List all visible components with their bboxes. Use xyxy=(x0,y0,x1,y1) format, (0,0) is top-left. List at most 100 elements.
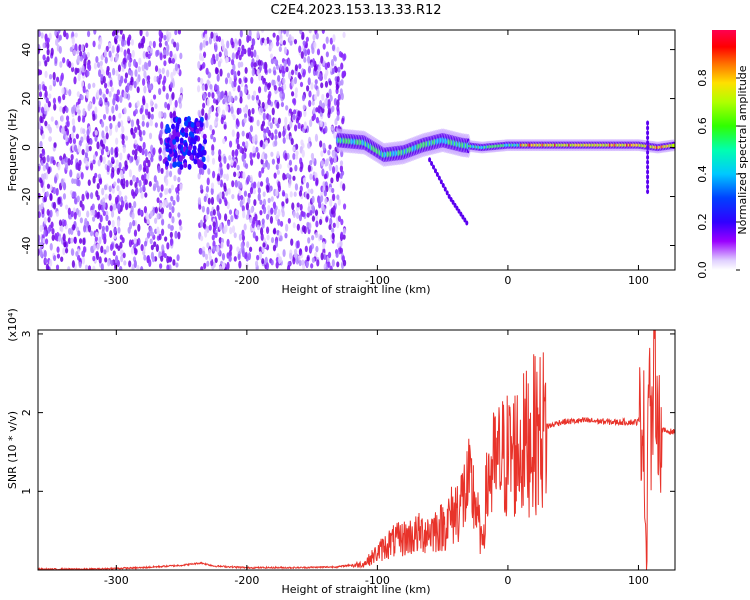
heatmap-cell xyxy=(236,171,240,177)
heatmap-cell xyxy=(123,107,127,115)
heatmap-cell xyxy=(336,75,340,83)
heatmap-cell xyxy=(82,108,86,117)
heatmap-cell xyxy=(168,256,172,263)
heatmap-cell xyxy=(310,62,314,68)
heatmap-cell xyxy=(206,260,210,267)
heatmap-cell xyxy=(238,107,242,114)
heatmap-cell xyxy=(100,245,104,254)
heatmap-cell xyxy=(430,160,434,166)
heatmap-cell xyxy=(314,209,319,217)
heatmap-cell xyxy=(179,52,183,60)
x-tick-label: -100 xyxy=(365,574,390,587)
heatmap-cell xyxy=(330,125,334,131)
heatmap-cell xyxy=(121,200,125,208)
heatmap-cell xyxy=(134,148,138,156)
heatmap-cell xyxy=(267,205,271,211)
heatmap-cell xyxy=(266,36,270,45)
heatmap-cell xyxy=(215,99,219,106)
heatmap-cell xyxy=(73,178,77,184)
heatmap-cell xyxy=(282,191,286,197)
heatmap-cell xyxy=(61,87,65,95)
heatmap-cell xyxy=(143,70,147,79)
heatmap-cell xyxy=(46,55,50,63)
heatmap-cell xyxy=(137,223,141,232)
heatmap-cell xyxy=(128,169,132,178)
heatmap-cell xyxy=(646,189,650,195)
heatmap-cell xyxy=(46,106,50,112)
heatmap-cell xyxy=(114,255,119,264)
heatmap-cell xyxy=(96,89,100,98)
heatmap-cell xyxy=(133,229,138,237)
heatmap-cell xyxy=(100,74,104,82)
heatmap-cell xyxy=(141,78,146,86)
heatmap-cell xyxy=(148,132,153,140)
heatmap-cell xyxy=(109,122,113,130)
heatmap-cell xyxy=(309,245,313,253)
heatmap-cell xyxy=(100,148,105,156)
heatmap-cell xyxy=(39,224,43,233)
heatmap-cell xyxy=(202,51,207,59)
heatmap-cell xyxy=(176,254,180,262)
heatmap-cell xyxy=(105,145,109,153)
heatmap-cell xyxy=(260,233,264,241)
heatmap-cell xyxy=(172,199,176,206)
heatmap-cell xyxy=(215,53,219,62)
heatmap-cell xyxy=(123,40,127,46)
heatmap-cell xyxy=(207,197,211,205)
heatmap-cell xyxy=(205,185,210,193)
heatmap-cell xyxy=(94,235,98,242)
heatmap-cell xyxy=(140,265,144,270)
heatmap-cell xyxy=(298,45,302,53)
heatmap-cell xyxy=(208,255,213,261)
colorbar-tick-label: 0.6 xyxy=(696,117,709,135)
heatmap-cell xyxy=(304,245,308,253)
heatmap-cell xyxy=(149,210,154,218)
heatmap-cell xyxy=(206,154,210,163)
heatmap-cell xyxy=(245,140,249,149)
heatmap-cell xyxy=(119,46,124,53)
heatmap-cell xyxy=(105,214,109,222)
heatmap-cell xyxy=(298,214,303,222)
heatmap-cell xyxy=(87,103,91,112)
heatmap-cell xyxy=(234,179,238,188)
heatmap-cell xyxy=(131,149,135,156)
heatmap-cell xyxy=(292,98,296,104)
heatmap-cell xyxy=(85,145,89,154)
heatmap-cell xyxy=(253,199,257,206)
heatmap-cell xyxy=(109,230,113,238)
heatmap-cell xyxy=(78,159,82,167)
heatmap-cell xyxy=(39,177,43,184)
heatmap-cell xyxy=(336,114,340,121)
heatmap-cell xyxy=(63,219,67,227)
heatmap-cell xyxy=(210,133,214,140)
heatmap-cell xyxy=(184,126,189,133)
colorbar-tick-label: 0.4 xyxy=(696,165,709,183)
heatmap-cell xyxy=(150,106,155,113)
heatmap-cell xyxy=(64,247,69,254)
heatmap-cell xyxy=(342,31,346,38)
heatmap-cell xyxy=(184,120,189,127)
heatmap-cell xyxy=(212,261,216,268)
heatmap-cell xyxy=(646,179,650,185)
heatmap-cell xyxy=(203,262,207,270)
heatmap-cell xyxy=(94,106,98,115)
heatmap-cell xyxy=(86,51,90,58)
heatmap-cell xyxy=(264,153,268,160)
heatmap-cell xyxy=(439,179,443,185)
heatmap-cell xyxy=(116,89,120,96)
heatmap-cell xyxy=(38,60,42,67)
heatmap-cell xyxy=(50,47,54,56)
heatmap-cell xyxy=(646,184,650,190)
heatmap-cell xyxy=(237,253,241,261)
heatmap-cell xyxy=(56,253,61,259)
heatmap-cell xyxy=(278,46,282,52)
heatmap-cell xyxy=(127,226,131,234)
heatmap-cell xyxy=(202,39,206,48)
heatmap-cell xyxy=(274,129,278,135)
heatmap-cell xyxy=(113,227,117,234)
heatmap-cell xyxy=(337,93,341,101)
heatmap-cell xyxy=(170,195,174,202)
heatmap-cell xyxy=(165,143,170,150)
heatmap-cell xyxy=(100,263,104,270)
heatmap-cell xyxy=(234,38,238,46)
